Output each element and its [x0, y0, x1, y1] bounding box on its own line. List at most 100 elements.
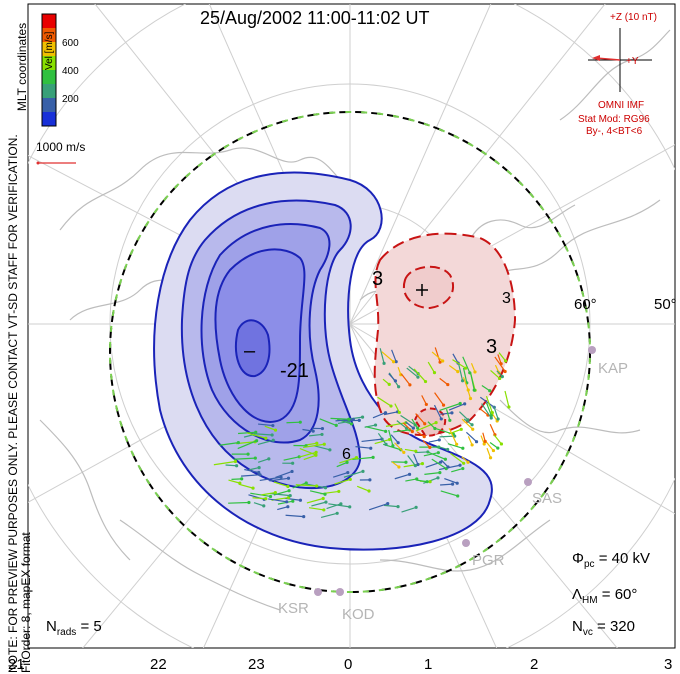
- velocity-vector: [383, 411, 398, 416]
- velocity-vector: [465, 431, 477, 443]
- velocity-vector: [445, 408, 451, 421]
- velocity-vector: [405, 478, 417, 482]
- velocity-vector: [377, 432, 387, 445]
- velocity-vector-origin: [345, 460, 349, 465]
- velocity-vector: [494, 356, 506, 372]
- velocity-vector-origin: [255, 439, 259, 443]
- velocity-vector-origin: [288, 494, 292, 498]
- velocity-vector-origin: [443, 457, 447, 461]
- velocity-vector: [299, 447, 317, 456]
- velocity-vector: [463, 418, 473, 426]
- velocity-vector-origin: [322, 442, 326, 446]
- velocity-vector-origin: [357, 418, 361, 422]
- velocity-vector: [250, 492, 271, 498]
- velocity-vector-origin: [456, 370, 460, 374]
- preview-note: NOTE: FOR PREVIEW PURPOSES ONLY. PLEASE …: [6, 33, 33, 673]
- velocity-vector: [328, 503, 350, 508]
- velocity-vector: [461, 418, 474, 430]
- velocity-vector-origin: [397, 465, 401, 469]
- velocity-vector: [440, 412, 452, 415]
- velocity-vector-origin: [425, 480, 429, 484]
- contour-label-pos-3: 3: [502, 290, 511, 307]
- velocity-vector: [484, 440, 494, 451]
- velocity-vector: [385, 422, 407, 427]
- velocity-vector: [355, 446, 371, 449]
- velocity-vector: [257, 458, 270, 463]
- velocity-vector-origin: [236, 440, 240, 445]
- colorbar-swatch: [42, 112, 56, 126]
- velocity-vector-origin: [391, 360, 396, 364]
- velocity-vector-origin: [264, 497, 268, 501]
- velocity-vector: [306, 497, 324, 504]
- colorbar-swatch: [42, 28, 56, 42]
- velocity-vector: [302, 428, 314, 432]
- velocity-vector: [431, 458, 447, 470]
- velocity-vector-origin: [369, 446, 373, 450]
- velocity-vector: [241, 474, 261, 477]
- velocity-vector: [252, 497, 266, 500]
- velocity-vector-origin: [393, 379, 398, 383]
- velocity-vector: [415, 422, 437, 432]
- velocity-vector: [396, 420, 407, 429]
- velocity-vector-origin: [389, 404, 393, 408]
- velocity-vector: [404, 448, 416, 452]
- velocity-vector-origin: [423, 422, 427, 426]
- velocity-vector-origin: [285, 500, 289, 504]
- mlt-tick-1: 1: [424, 656, 433, 673]
- velocity-vector: [283, 456, 300, 461]
- velocity-vector: [413, 453, 419, 465]
- velocity-vector-origin: [438, 360, 442, 364]
- velocity-ref-dot: [36, 161, 40, 165]
- velocity-vector-origin: [253, 456, 257, 460]
- velocity-ref-label: 1000 m/s: [36, 140, 86, 154]
- velocity-vector-origin: [386, 501, 390, 506]
- velocity-vector: [343, 470, 364, 478]
- velocity-vector-origin: [384, 442, 388, 446]
- velocity-vector: [365, 426, 386, 432]
- velocity-vector-origin: [490, 410, 494, 415]
- velocity-vector-origin: [324, 500, 328, 504]
- velocity-vector-origin: [328, 448, 332, 452]
- colorbar-swatch: [42, 14, 56, 28]
- velocity-vector: [405, 421, 414, 429]
- velocity-vector: [504, 390, 510, 408]
- velocity-vector: [489, 424, 496, 436]
- velocity-vector-origin: [455, 481, 459, 485]
- velocity-vector-origin: [384, 429, 388, 433]
- mlt-tick-23: 23: [248, 656, 265, 673]
- velocity-vector-origin: [367, 489, 371, 493]
- velocity-vector: [462, 356, 471, 374]
- velocity-vector-origin: [346, 470, 350, 475]
- velocity-vector-origin: [383, 411, 388, 415]
- velocity-vector-origin: [279, 475, 283, 479]
- velocity-vector-origin: [468, 396, 473, 401]
- colorbar-swatch: [42, 84, 56, 98]
- velocity-vector: [268, 498, 287, 503]
- velocity-vector-origin: [439, 460, 443, 464]
- velocity-vector: [459, 411, 469, 421]
- velocity-vector-origin: [348, 477, 352, 482]
- phi-value: = 40 kV: [594, 550, 650, 567]
- negative-potential-cell: [153, 171, 493, 551]
- velocity-vector-origin: [446, 447, 450, 452]
- colorbar-tick-200: 200: [62, 94, 79, 105]
- contour-label-neg: -21: [280, 360, 309, 382]
- velocity-vector: [394, 473, 410, 480]
- imf-dial: [588, 28, 652, 92]
- velocity-vector-origin: [458, 463, 462, 467]
- velocity-vector-origin: [298, 420, 302, 424]
- phi-sub: pc: [583, 559, 595, 570]
- velocity-vector-origin: [268, 494, 273, 499]
- velocity-vector-origin: [320, 426, 325, 431]
- velocity-vector-origin: [483, 439, 487, 443]
- velocity-vector-origin: [436, 476, 440, 480]
- lambda-sub: HM: [582, 595, 598, 606]
- velocity-vector-origin: [416, 375, 420, 379]
- velocity-vector-origin: [354, 455, 359, 460]
- velocity-vector: [485, 396, 493, 413]
- velocity-vector-origin: [414, 505, 418, 509]
- site-label-ksr: KSR: [278, 600, 309, 617]
- velocity-vector-origin: [273, 428, 278, 432]
- velocity-vector: [228, 501, 249, 504]
- velocity-vector: [402, 422, 413, 432]
